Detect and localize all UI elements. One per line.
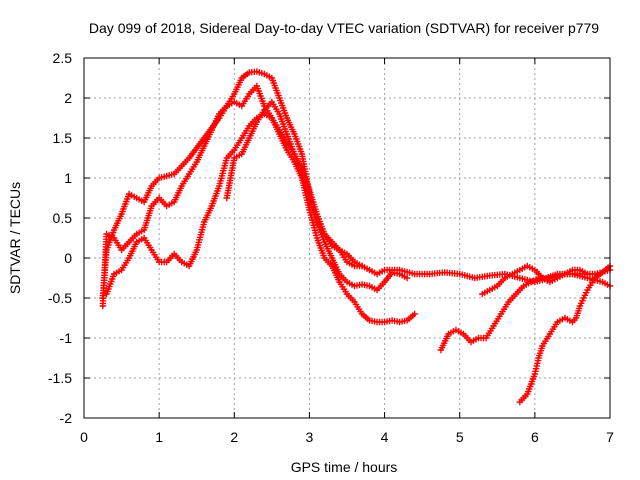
x-tick-label: 6 bbox=[531, 429, 539, 445]
grid bbox=[84, 58, 610, 418]
y-axis-label: SDTVAR / TECUs bbox=[7, 182, 23, 294]
y-tick-label: -2 bbox=[60, 410, 73, 426]
y-tick-label: 2.5 bbox=[53, 50, 73, 66]
series-arc-2 bbox=[99, 82, 614, 310]
data-point bbox=[403, 274, 411, 282]
x-axis-label: GPS time / hours bbox=[291, 459, 398, 475]
y-tick-label: 0 bbox=[64, 250, 72, 266]
x-tick-label: 7 bbox=[606, 429, 614, 445]
y-tick-label: -1 bbox=[60, 330, 73, 346]
series-arc-6 bbox=[516, 262, 614, 406]
x-tick-label: 5 bbox=[456, 429, 464, 445]
series-arc-4 bbox=[223, 98, 366, 270]
x-tick-label: 2 bbox=[230, 429, 238, 445]
data-point bbox=[584, 270, 591, 278]
plot-frame bbox=[83, 57, 611, 419]
series-arc-5 bbox=[437, 270, 614, 354]
y-tick-label: 2 bbox=[64, 90, 72, 106]
x-tick-label: 3 bbox=[306, 429, 314, 445]
y-tick-label: -0.5 bbox=[48, 290, 72, 306]
x-tick-label: 4 bbox=[381, 429, 389, 445]
y-tick-label: 1 bbox=[64, 170, 72, 186]
series-arc-7 bbox=[479, 262, 591, 298]
x-tick-label: 1 bbox=[155, 429, 163, 445]
x-tick-label: 0 bbox=[80, 429, 88, 445]
y-tick-label: 1.5 bbox=[53, 130, 73, 146]
data-point bbox=[411, 310, 418, 318]
chart-title: Day 099 of 2018, Sidereal Day-to-day VTE… bbox=[89, 20, 599, 36]
y-tick-label: -1.5 bbox=[48, 370, 72, 386]
data-point bbox=[358, 262, 366, 270]
data-marks bbox=[99, 68, 614, 406]
y-tick-label: 0.5 bbox=[53, 210, 73, 226]
axis-ticks: 0 1 2 3 4 5 6 7 -2 -1.5 -1 -0.5 0 0.5 1 1.5 2 2.5 bbox=[48, 50, 614, 445]
